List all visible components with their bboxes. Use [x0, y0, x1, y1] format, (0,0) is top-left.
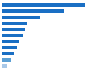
Bar	[2, 10, 64, 13]
Bar	[2, 34, 23, 37]
Bar	[2, 40, 19, 43]
Bar	[2, 58, 11, 61]
Bar	[2, 28, 25, 31]
Bar	[2, 52, 14, 55]
Bar	[2, 22, 27, 25]
Bar	[2, 46, 17, 49]
Bar	[2, 16, 40, 19]
Bar	[2, 3, 85, 7]
Bar	[2, 64, 7, 68]
